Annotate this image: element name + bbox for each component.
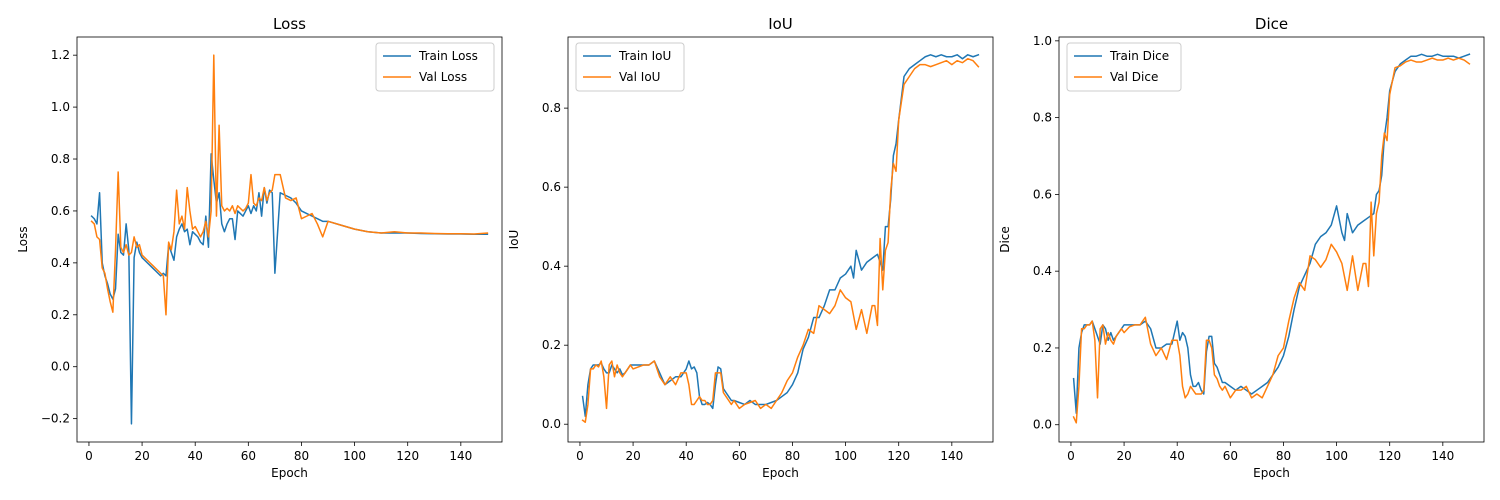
chart-2-legend-label-train: Train Dice — [1109, 49, 1169, 63]
chart-1-xtick-label-0: 0 — [576, 449, 584, 463]
chart-2-ylabel: Dice — [998, 226, 1012, 253]
chart-2-xtick-label-0: 0 — [1067, 449, 1075, 463]
chart-0-ytick-label-2: 0.2 — [51, 308, 70, 322]
chart-0-xtick-label-4: 80 — [294, 449, 309, 463]
chart-1-ytick-label-1: 0.2 — [542, 338, 561, 352]
chart-2-legend-label-val: Val Dice — [1110, 70, 1158, 84]
chart-2-xtick-label-2: 40 — [1170, 449, 1185, 463]
chart-1-xtick-label-5: 100 — [834, 449, 857, 463]
chart-1-legend-label-val: Val IoU — [619, 70, 660, 84]
chart-1-ytick-label-0: 0.0 — [542, 417, 561, 431]
chart-1-xtick-label-2: 40 — [679, 449, 694, 463]
chart-0-xtick-label-1: 20 — [134, 449, 149, 463]
chart-1-ytick-label-3: 0.6 — [542, 180, 561, 194]
chart-0-ylabel: Loss — [16, 226, 30, 252]
chart-1-xtick-label-1: 20 — [625, 449, 640, 463]
chart-1: 0 20 40 60 80 100 120 140 0.0 0.2 0.4 0.6 0.8 IoU Epoc… — [507, 15, 994, 480]
chart-2-series-val-line — [1072, 57, 1471, 424]
chart-2-xtick-label-5: 100 — [1325, 449, 1348, 463]
chart-0-xtick-label-5: 100 — [343, 449, 366, 463]
chart-1-legend: Train IoU Val IoU — [575, 42, 685, 92]
chart-1-ytick-label-4: 0.8 — [542, 101, 561, 115]
chart-2-xtick-label-1: 20 — [1116, 449, 1131, 463]
chart-1-xtick-label-7: 140 — [940, 449, 963, 463]
chart-0-series-val-line — [90, 54, 489, 316]
chart-0-xtick-label-0: 0 — [85, 449, 93, 463]
chart-0: 0 20 40 60 80 100 120 140 −0.2 0.0 0.2 0.4 0.6 0.8 1.0… — [16, 15, 503, 480]
chart-1-legend-box — [575, 42, 685, 92]
chart-1-title: IoU — [768, 15, 793, 33]
chart-1-xtick-label-6: 120 — [887, 449, 910, 463]
chart-0-xtick-label-2: 40 — [188, 449, 203, 463]
chart-0-xlabel: Epoch — [271, 466, 308, 480]
chart-0-legend-label-val: Val Loss — [419, 70, 467, 84]
chart-2-xtick-label-6: 120 — [1378, 449, 1401, 463]
chart-0-ytick-label-7: 1.2 — [51, 48, 70, 62]
chart-0-xtick-label-7: 140 — [449, 449, 472, 463]
chart-0-title: Loss — [273, 15, 306, 33]
chart-2-xtick-label-3: 60 — [1223, 449, 1238, 463]
chart-0-ytick-label-0: −0.2 — [41, 412, 70, 426]
chart-2-title: Dice — [1255, 15, 1288, 33]
chart-0-legend-box — [375, 42, 495, 92]
chart-2-xtick-label-7: 140 — [1431, 449, 1454, 463]
chart-1-ytick-label-2: 0.4 — [542, 259, 561, 273]
chart-0-ytick-label-3: 0.4 — [51, 256, 70, 270]
chart-1-xlabel: Epoch — [762, 466, 799, 480]
chart-0-xtick-label-6: 120 — [396, 449, 419, 463]
chart-2-ytick-label-5: 1.0 — [1033, 34, 1052, 48]
chart-2-ytick-label-2: 0.4 — [1033, 264, 1052, 278]
chart-0-ytick-label-6: 1.0 — [51, 100, 70, 114]
chart-0-ytick-label-5: 0.8 — [51, 152, 70, 166]
chart-0-legend-label-train: Train Loss — [418, 49, 478, 63]
chart-2-legend: Train Dice Val Dice — [1066, 42, 1182, 92]
chart-2-legend-box — [1066, 42, 1182, 92]
chart-1-series-val-line — [581, 57, 980, 423]
chart-0-ytick-label-4: 0.6 — [51, 204, 70, 218]
chart-0-xtick-label-3: 60 — [241, 449, 256, 463]
chart-1-axes-frame — [567, 36, 994, 443]
chart-1-xtick-label-3: 60 — [732, 449, 747, 463]
chart-2-ytick-label-1: 0.2 — [1033, 341, 1052, 355]
chart-1-legend-label-train: Train IoU — [618, 49, 671, 63]
chart-1-ylabel: IoU — [507, 230, 521, 250]
chart-2-xtick-label-4: 80 — [1276, 449, 1291, 463]
chart-2: 0 20 40 60 80 100 120 140 0.0 0.2 0.4 0.6 0.8 1.0 Dice… — [998, 15, 1485, 480]
chart-0-ytick-label-1: 0.0 — [51, 360, 70, 374]
chart-1-xtick-label-4: 80 — [785, 449, 800, 463]
chart-2-axes-frame — [1058, 36, 1485, 443]
chart-2-ytick-label-0: 0.0 — [1033, 418, 1052, 432]
chart-2-xlabel: Epoch — [1253, 466, 1290, 480]
chart-0-legend: Train Loss Val Loss — [375, 42, 495, 92]
chart-0-axes-frame — [76, 36, 503, 443]
chart-2-ytick-label-3: 0.6 — [1033, 187, 1052, 201]
chart-2-ytick-label-4: 0.8 — [1033, 111, 1052, 125]
